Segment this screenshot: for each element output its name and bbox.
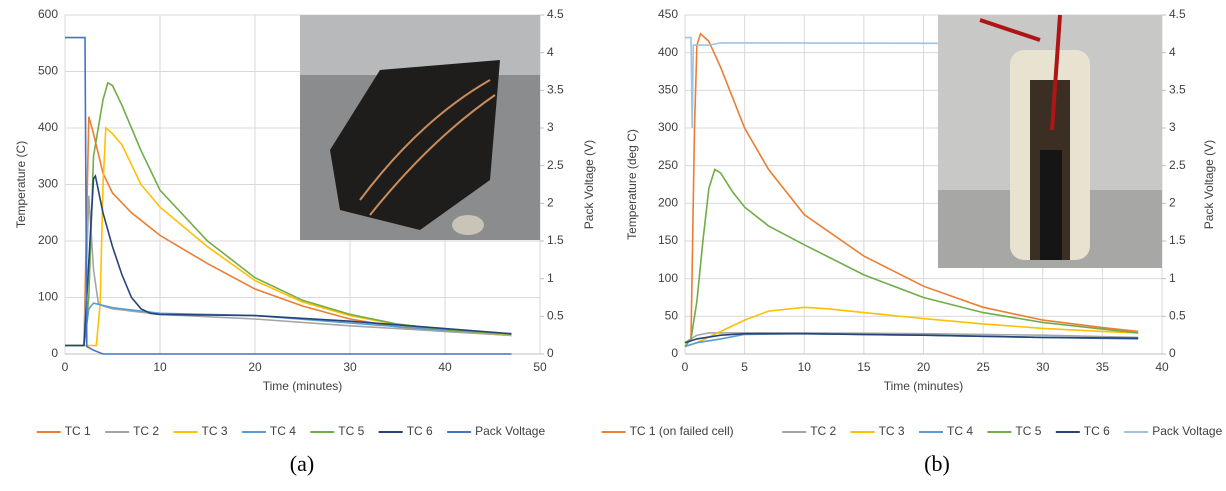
y-tick-label: 200 — [38, 233, 58, 247]
series-line — [684, 332, 1139, 344]
y-tick-label: 0 — [671, 346, 678, 360]
legend-label: Pack Voltage — [1152, 424, 1222, 438]
y-axis-title: Temperature (C) — [14, 141, 28, 228]
x-tick-label: 20 — [917, 360, 931, 374]
y-tick-label: 100 — [658, 271, 678, 285]
y2-tick-label: 4 — [1169, 45, 1176, 59]
legend-label: TC 3 — [879, 424, 905, 438]
legend-label: TC 2 — [810, 424, 836, 438]
y2-tick-label: 1.5 — [1169, 233, 1186, 247]
series-line — [65, 126, 512, 347]
x-tick-label: 5 — [741, 360, 748, 374]
y-tick-label: 600 — [38, 7, 58, 21]
y-tick-label: 300 — [658, 120, 678, 134]
photo-battery — [330, 60, 500, 230]
caption: (b) — [924, 451, 950, 476]
x-tick-label: 40 — [438, 360, 452, 374]
y2-tick-label: 0 — [547, 346, 554, 360]
y2-tick-label: 3 — [1169, 120, 1176, 134]
series-line — [684, 32, 1139, 344]
y-tick-label: 100 — [38, 290, 58, 304]
y2-tick-label: 1 — [1169, 271, 1176, 285]
y-tick-label: 150 — [658, 233, 678, 247]
legend-label: TC 5 — [338, 424, 364, 438]
photo-bolt — [452, 215, 484, 235]
legend-label: TC 1 — [65, 424, 91, 438]
caption: (a) — [290, 451, 314, 476]
legend-label: TC 1 (on failed cell) — [630, 424, 734, 438]
x-tick-label: 0 — [62, 360, 69, 374]
y2-tick-label: 1 — [547, 271, 554, 285]
y2-tick-label: 3.5 — [547, 83, 564, 97]
y2-tick-label: 0.5 — [547, 309, 564, 323]
x-axis-title: Time (minutes) — [263, 379, 343, 393]
x-tick-label: 15 — [857, 360, 871, 374]
series-line — [684, 332, 1139, 344]
x-tick-label: 30 — [343, 360, 357, 374]
y-axis-title: Temperature (deg C) — [625, 129, 639, 240]
x-tick-label: 30 — [1036, 360, 1050, 374]
x-tick-label: 10 — [153, 360, 167, 374]
legend-label: TC 4 — [270, 424, 296, 438]
photo-connector — [1040, 150, 1062, 260]
y-tick-label: 300 — [38, 177, 58, 191]
y-tick-label: 450 — [658, 7, 678, 21]
series-line — [65, 173, 512, 347]
y-tick-label: 50 — [665, 309, 679, 323]
y2-tick-label: 2 — [1169, 196, 1176, 210]
legend-label: Pack Voltage — [475, 424, 545, 438]
y2-tick-label: 0.5 — [1169, 309, 1186, 323]
y2-tick-label: 4 — [547, 45, 554, 59]
y2-tick-label: 2 — [547, 196, 554, 210]
y-tick-label: 500 — [38, 64, 58, 78]
legend-label: TC 5 — [1015, 424, 1041, 438]
y-tick-label: 200 — [658, 196, 678, 210]
x-tick-label: 35 — [1096, 360, 1110, 374]
x-tick-label: 50 — [533, 360, 547, 374]
y2-tick-label: 1.5 — [547, 233, 564, 247]
x-axis-title: Time (minutes) — [884, 379, 964, 393]
y2-tick-label: 3 — [547, 120, 554, 134]
photo-a — [300, 15, 540, 240]
series-line — [684, 168, 1139, 347]
y-tick-label: 400 — [38, 120, 58, 134]
legend-label: TC 4 — [947, 424, 973, 438]
series-line — [65, 195, 512, 347]
legend-label: TC 6 — [1084, 424, 1110, 438]
photo-wall — [300, 15, 540, 75]
series-line — [685, 36, 1139, 129]
photo-wires — [979, 14, 1062, 131]
x-tick-label: 20 — [248, 360, 262, 374]
y2-tick-label: 4.5 — [547, 7, 564, 21]
photo-b — [938, 14, 1162, 268]
y-tick-label: 0 — [51, 346, 58, 360]
y-tick-label: 250 — [658, 158, 678, 172]
series-line — [65, 36, 512, 355]
legend-label: TC 2 — [133, 424, 159, 438]
y-tick-label: 350 — [658, 83, 678, 97]
x-tick-label: 10 — [798, 360, 812, 374]
y2-tick-label: 2.5 — [547, 158, 564, 172]
y2-axis-title: Pack Voltage (V) — [582, 140, 596, 229]
y2-tick-label: 3.5 — [1169, 83, 1186, 97]
legend-label: TC 3 — [202, 424, 228, 438]
x-tick-label: 40 — [1155, 360, 1169, 374]
photo-wires — [359, 79, 496, 216]
y2-tick-label: 4.5 — [1169, 7, 1186, 21]
y-tick-label: 400 — [658, 45, 678, 59]
x-tick-label: 0 — [682, 360, 689, 374]
legend-label: TC 6 — [407, 424, 433, 438]
y2-tick-label: 2.5 — [1169, 158, 1186, 172]
y2-tick-label: 0 — [1169, 346, 1176, 360]
series-line — [684, 306, 1139, 348]
y2-axis-title: Pack Voltage (V) — [1202, 140, 1216, 229]
x-tick-label: 25 — [976, 360, 990, 374]
